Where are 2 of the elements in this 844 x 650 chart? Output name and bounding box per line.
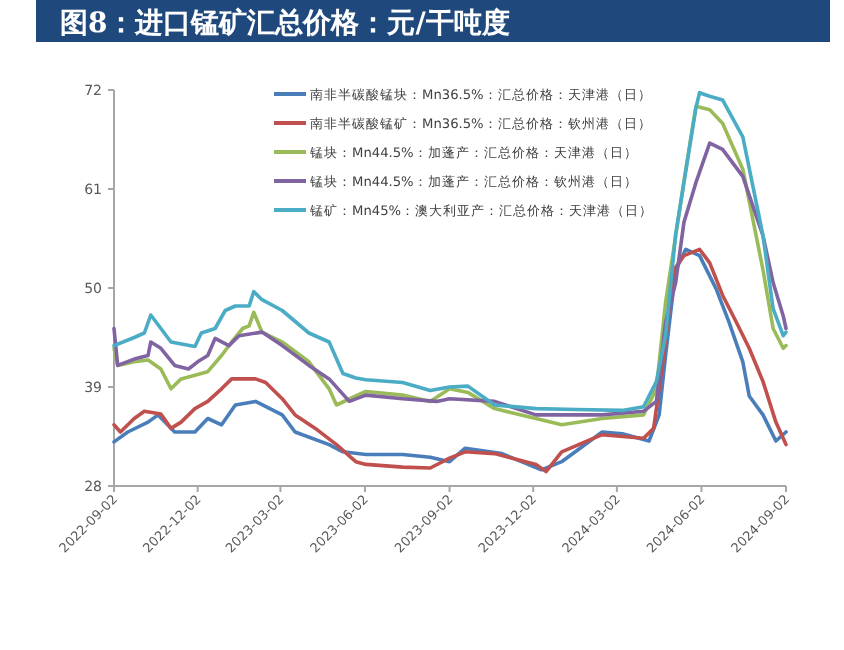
title: 图8：进口锰矿汇总价格：元/干吨度	[36, 0, 830, 42]
chart-title: 图8：进口锰矿汇总价格：元/干吨度	[60, 6, 510, 40]
